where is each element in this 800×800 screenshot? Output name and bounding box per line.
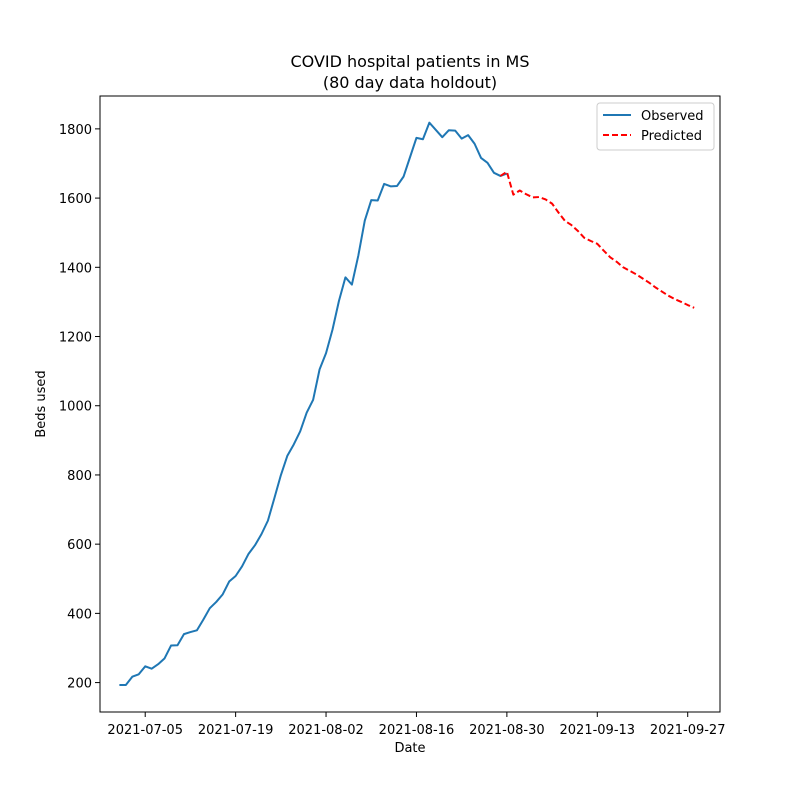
y-tick-label: 1200 bbox=[59, 331, 92, 346]
x-tick-label: 2021-08-16 bbox=[379, 723, 455, 738]
x-tick-label: 2021-07-05 bbox=[107, 723, 183, 738]
x-tick-label: 2021-09-13 bbox=[560, 723, 636, 738]
legend-observed-label: Observed bbox=[641, 109, 704, 124]
plot-frame bbox=[99, 95, 721, 713]
y-tick-label: 1400 bbox=[59, 261, 92, 276]
x-tick-label: 2021-07-19 bbox=[198, 723, 274, 738]
chart-subtitle: (80 day data holdout) bbox=[323, 73, 497, 92]
y-axis-label: Beds used bbox=[34, 370, 49, 437]
y-tick-label: 800 bbox=[67, 469, 92, 484]
series-layer bbox=[119, 121, 695, 687]
x-tick-label: 2021-08-02 bbox=[288, 723, 364, 738]
x-axis-label: Date bbox=[394, 741, 425, 756]
y-tick-label: 1600 bbox=[59, 192, 92, 207]
y-tick-label: 1800 bbox=[59, 123, 92, 138]
y-axis: 200 400 600 800 1000 1200 1400 1600 1800 bbox=[59, 123, 100, 692]
x-tick-label: 2021-09-27 bbox=[650, 723, 726, 738]
y-tick-label: 600 bbox=[67, 538, 92, 553]
x-tick-label: 2021-08-30 bbox=[469, 723, 545, 738]
chart-title: COVID hospital patients in MS bbox=[290, 52, 529, 71]
x-axis: 2021-07-05 2021-07-19 2021-08-02 2021-08-16… bbox=[107, 712, 725, 738]
plot-area: 2021-07-05 2021-07-19 2021-08-02 2021-08-16… bbox=[59, 95, 725, 738]
series-line-predicted bbox=[499, 170, 695, 309]
legend: Observed Predicted bbox=[596, 102, 715, 151]
series-line-observed bbox=[119, 121, 508, 687]
y-tick-label: 1000 bbox=[59, 400, 92, 415]
y-tick-label: 400 bbox=[67, 607, 92, 622]
legend-predicted-label: Predicted bbox=[641, 129, 702, 144]
y-tick-label: 200 bbox=[67, 677, 92, 692]
